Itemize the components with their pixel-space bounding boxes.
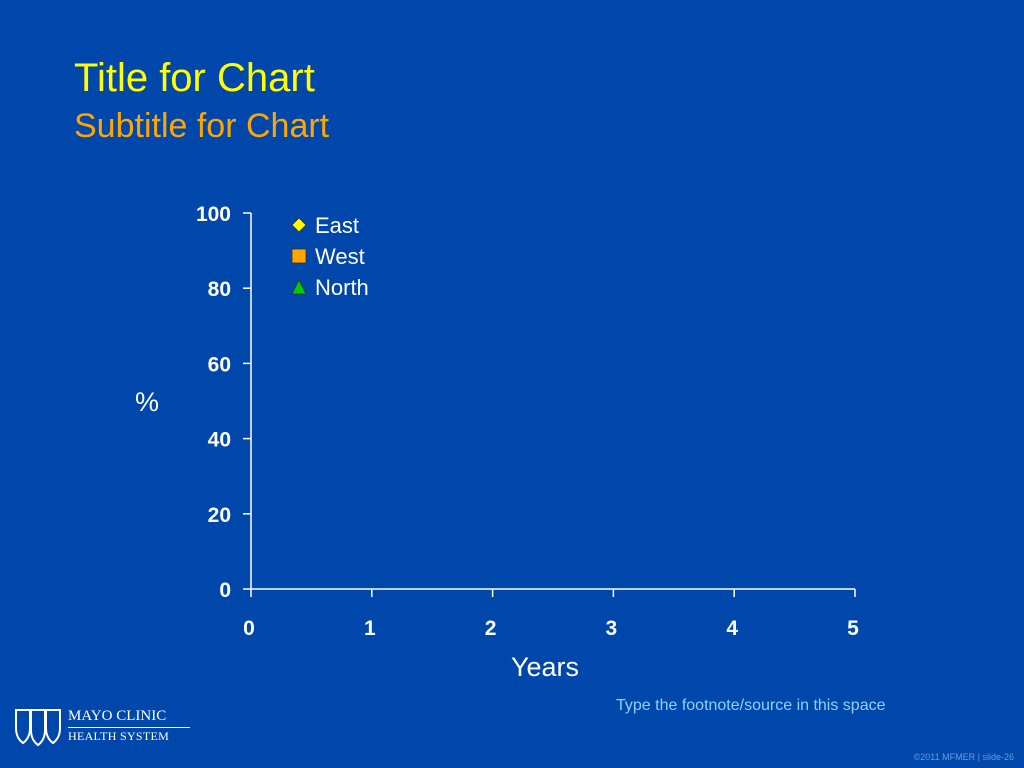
y-tick-label: 100 — [196, 203, 231, 226]
legend-marker-diamond — [291, 217, 307, 233]
chart-legend: East West North — [291, 213, 369, 300]
x-axis-title: Years — [511, 652, 579, 682]
slide-number: ©2011 MFMER | slide-26 — [913, 752, 1014, 762]
legend-label: East — [315, 213, 359, 238]
x-tick-label: 0 — [243, 617, 255, 640]
legend-label: West — [315, 244, 365, 269]
slide-subtitle: Subtitle for Chart — [74, 107, 330, 145]
x-tick-label: 3 — [606, 617, 618, 640]
y-axis-title: % — [135, 387, 159, 417]
chart-ticks: 0 20 40 60 80 100 0 1 2 3 4 5 — [196, 203, 859, 640]
x-tick-label: 1 — [364, 617, 376, 640]
chart-axes — [250, 213, 855, 590]
y-tick-label: 60 — [208, 353, 231, 376]
y-tick-label: 20 — [208, 504, 231, 527]
x-tick-label: 5 — [847, 617, 859, 640]
logo-divider — [68, 727, 190, 728]
x-tick-label: 2 — [485, 617, 497, 640]
legend-label: North — [315, 275, 369, 300]
logo-text-mayo-clinic: MAYO CLINIC — [68, 708, 167, 724]
y-tick-label: 0 — [219, 579, 231, 602]
footnote: Type the footnote/source in this space — [616, 697, 886, 714]
chart: 0 20 40 60 80 100 0 1 2 3 4 5 East West North Years % — [135, 203, 859, 682]
x-tick-label: 4 — [726, 617, 738, 640]
legend-marker-square — [291, 248, 307, 264]
y-tick-label: 80 — [208, 278, 231, 301]
legend-item-east: East — [291, 213, 359, 238]
slide-title: Title for Chart — [74, 56, 315, 100]
legend-marker-triangle — [291, 279, 307, 295]
legend-item-west: West — [291, 244, 365, 269]
legend-item-north: North — [291, 275, 369, 300]
mayo-clinic-shields-logo — [15, 709, 61, 747]
logo-text-health-system: HEALTH SYSTEM — [68, 729, 170, 743]
y-tick-label: 40 — [208, 429, 231, 452]
